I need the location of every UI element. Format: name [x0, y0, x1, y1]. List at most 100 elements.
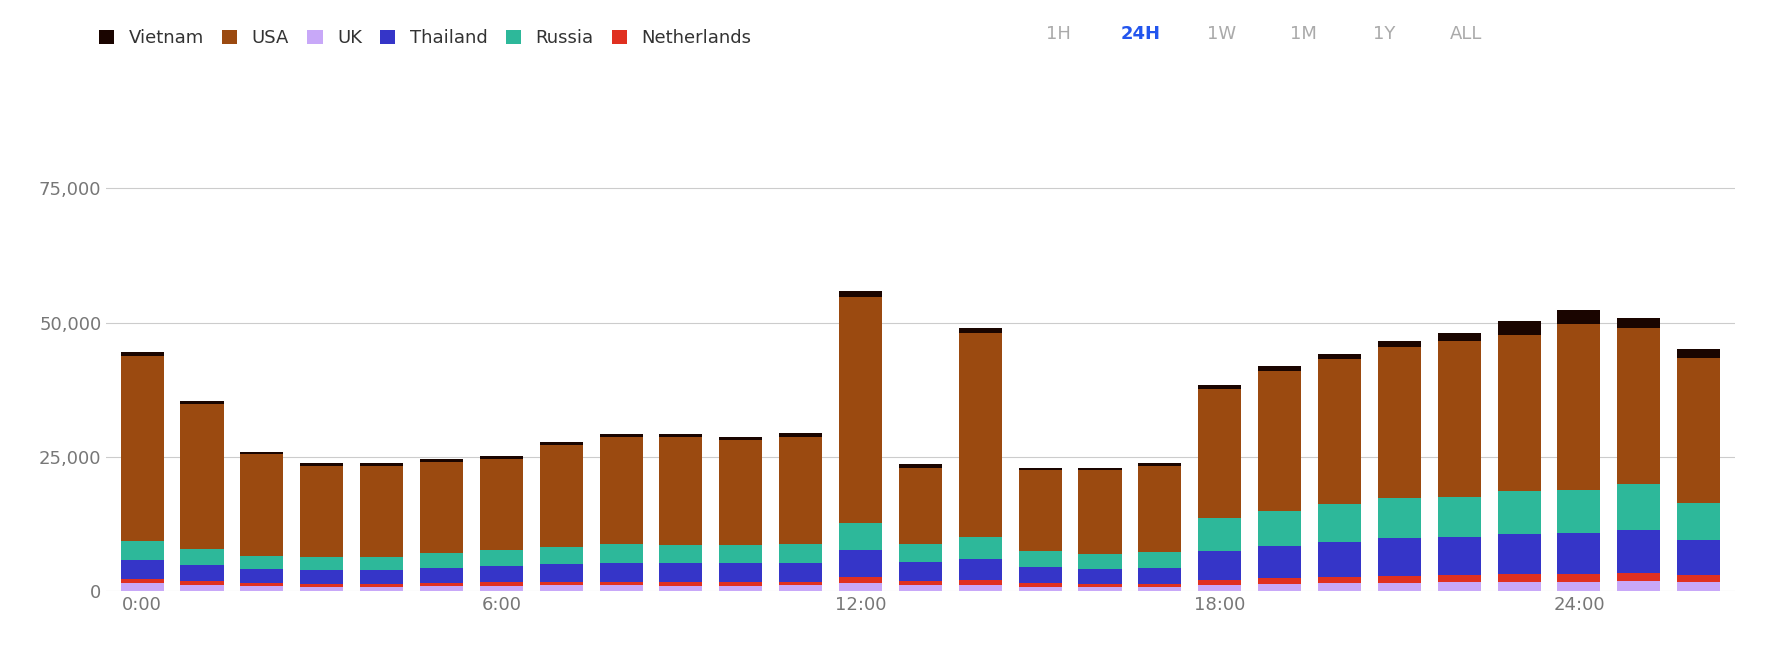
Bar	[241, 583, 283, 586]
Bar	[241, 556, 283, 569]
Bar	[719, 437, 763, 439]
Bar	[899, 464, 942, 468]
Bar	[241, 454, 283, 556]
Bar	[839, 523, 881, 550]
Bar	[419, 462, 464, 553]
Bar	[1497, 574, 1540, 582]
Bar	[1497, 321, 1540, 335]
Bar	[1198, 389, 1241, 518]
Bar	[540, 442, 582, 445]
Bar	[1558, 324, 1600, 491]
Bar	[1078, 584, 1122, 587]
Bar	[540, 564, 582, 582]
Bar	[1618, 573, 1660, 581]
Bar	[1258, 546, 1301, 578]
Bar	[1558, 582, 1600, 591]
Bar	[959, 580, 1002, 585]
Bar	[779, 585, 823, 591]
Bar	[1618, 329, 1660, 485]
Bar	[660, 586, 703, 591]
Bar	[660, 582, 703, 586]
Bar	[959, 333, 1002, 537]
Bar	[1437, 333, 1481, 341]
Bar	[359, 571, 404, 584]
Bar	[1018, 468, 1062, 470]
Bar	[120, 560, 163, 579]
Bar	[1678, 575, 1720, 582]
Bar	[719, 563, 763, 582]
Text: 1H: 1H	[1046, 25, 1071, 43]
Bar	[719, 582, 763, 586]
Bar	[1678, 349, 1720, 358]
Bar	[1258, 371, 1301, 511]
Bar	[241, 586, 283, 591]
Bar	[540, 445, 582, 547]
Bar	[1678, 503, 1720, 540]
Bar	[1319, 359, 1361, 504]
Bar	[600, 582, 643, 585]
Bar	[899, 585, 942, 591]
Bar	[419, 586, 464, 591]
Bar	[1618, 318, 1660, 329]
Bar	[1497, 491, 1540, 534]
Bar	[301, 587, 343, 591]
Bar	[1497, 582, 1540, 591]
Bar	[779, 582, 823, 585]
Bar	[1018, 567, 1062, 583]
Bar	[1198, 585, 1241, 591]
Bar	[1018, 583, 1062, 587]
Bar	[1138, 466, 1181, 552]
Bar	[1497, 335, 1540, 491]
Bar	[779, 544, 823, 563]
Bar	[1138, 568, 1181, 584]
Bar	[959, 558, 1002, 580]
Text: 1Y: 1Y	[1374, 25, 1397, 43]
Bar	[1258, 511, 1301, 546]
Bar	[1377, 576, 1421, 583]
Bar	[241, 569, 283, 583]
Bar	[540, 547, 582, 564]
Bar	[839, 577, 881, 583]
Bar	[660, 434, 703, 437]
Bar	[1258, 578, 1301, 584]
Bar	[419, 553, 464, 568]
Bar	[1078, 554, 1122, 569]
Bar	[480, 566, 522, 582]
Bar	[1437, 341, 1481, 497]
Bar	[181, 581, 223, 585]
Bar	[1319, 583, 1361, 591]
Bar	[779, 563, 823, 582]
Bar	[1198, 518, 1241, 550]
Bar	[899, 581, 942, 585]
Bar	[1198, 580, 1241, 585]
Bar	[301, 466, 343, 557]
Bar	[1319, 542, 1361, 577]
Bar	[120, 356, 163, 542]
Text: 1M: 1M	[1290, 25, 1317, 43]
Bar	[719, 544, 763, 563]
Text: 1W: 1W	[1207, 25, 1235, 43]
Bar	[1678, 358, 1720, 503]
Bar	[1138, 587, 1181, 591]
Bar	[480, 458, 522, 550]
Bar	[959, 537, 1002, 558]
Bar	[480, 550, 522, 566]
Bar	[241, 452, 283, 454]
Bar	[1319, 504, 1361, 542]
Bar	[779, 437, 823, 544]
Bar	[1258, 366, 1301, 371]
Bar	[359, 587, 404, 591]
Bar	[839, 291, 881, 297]
Bar	[899, 468, 942, 544]
Bar	[660, 544, 703, 563]
Bar	[839, 297, 881, 523]
Bar	[301, 464, 343, 466]
Bar	[719, 586, 763, 591]
Bar	[959, 585, 1002, 591]
Bar	[1198, 386, 1241, 389]
Bar	[839, 583, 881, 591]
Bar	[1497, 534, 1540, 574]
Bar	[181, 401, 223, 404]
Bar	[1078, 587, 1122, 591]
Bar	[600, 544, 643, 563]
